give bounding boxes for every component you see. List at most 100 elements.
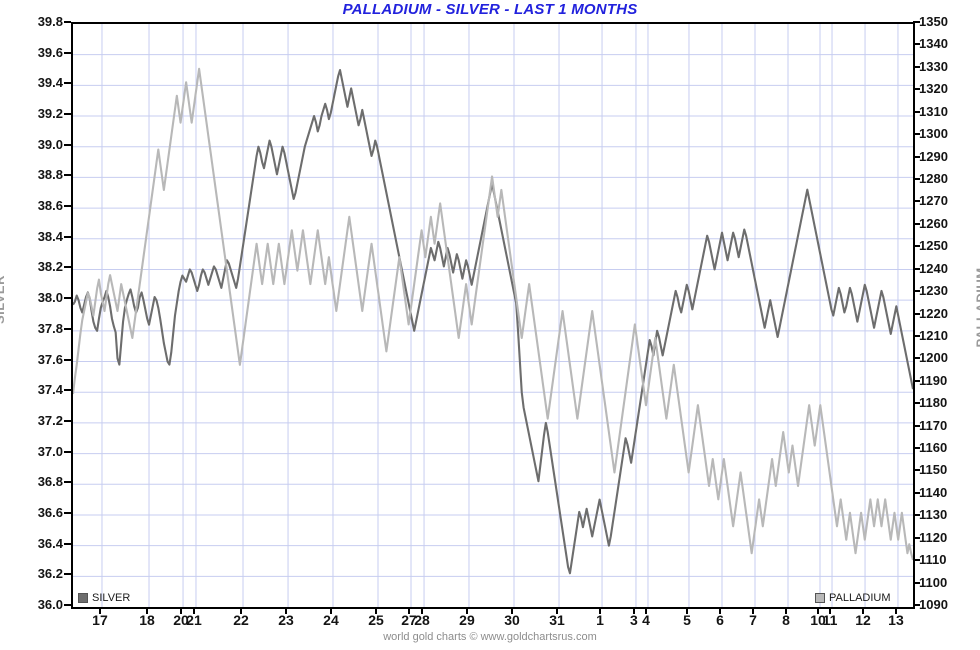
tick-mark [64, 450, 71, 453]
x-tick-mark [375, 607, 377, 614]
right-tick-1160: 1160 [919, 440, 948, 456]
right-tick-1350: 1350 [919, 14, 948, 29]
tick-mark [64, 235, 71, 238]
left-tick-36-8: 36.8 [37, 474, 63, 490]
left-tick-38-2: 38.2 [37, 259, 63, 275]
tick-mark [64, 542, 71, 545]
tick-mark [64, 389, 71, 392]
left-tick-37-0: 37.0 [37, 443, 63, 459]
x-tick-5: 5 [683, 612, 691, 628]
x-tick-1: 1 [596, 612, 604, 628]
legend-item-silver[interactable]: SILVER [78, 592, 130, 604]
tick-mark [913, 267, 920, 270]
right-tick-1090: 1090 [919, 597, 948, 612]
x-tick-mark [894, 607, 897, 614]
price-series-plot [73, 24, 913, 607]
right-tick-1220: 1220 [919, 305, 948, 321]
tick-mark [64, 511, 71, 514]
tick-mark [913, 245, 920, 248]
left-tick-39-0: 39.0 [37, 136, 63, 152]
left-axis-title: SILVER [0, 275, 7, 324]
x-tick-3: 3 [630, 612, 638, 628]
tick-mark [913, 536, 920, 539]
left-tick-38-8: 38.8 [37, 167, 63, 183]
tick-mark [913, 559, 920, 562]
tick-mark [913, 133, 920, 136]
right-tick-1150: 1150 [919, 462, 948, 478]
x-tick-mark [180, 607, 183, 614]
left-tick-36-6: 36.6 [37, 504, 63, 520]
x-tick-mark [146, 607, 149, 614]
legend-label-palladium: PALLADIUM [829, 592, 891, 604]
x-tick-mark [718, 607, 721, 614]
left-tick-37-2: 37.2 [37, 412, 63, 428]
silver-color-swatch-icon [78, 593, 88, 603]
left-tick-36-0: 36.0 [37, 597, 63, 612]
right-tick-1140: 1140 [919, 484, 948, 500]
left-tick-37-8: 37.8 [37, 320, 63, 336]
tick-mark [913, 402, 920, 405]
x-tick-28: 28 [414, 612, 430, 628]
footer-credit: world gold charts © www.goldchartsrus.co… [383, 631, 597, 643]
left-tick-39-2: 39.2 [37, 106, 63, 122]
right-tick-1250: 1250 [919, 238, 948, 254]
tick-mark [64, 51, 71, 54]
tick-mark [913, 514, 920, 517]
x-tick-31: 31 [549, 612, 565, 628]
x-tick-mark [685, 607, 688, 614]
left-tick-39-6: 39.6 [37, 44, 63, 60]
tick-mark [64, 113, 71, 116]
x-tick-25: 25 [368, 612, 384, 628]
x-tick-mark [751, 607, 754, 614]
right-tick-1340: 1340 [919, 36, 948, 52]
gridlines [73, 24, 913, 607]
x-tick-12: 12 [855, 612, 871, 628]
series-line-silver [73, 68, 913, 575]
x-tick-24: 24 [323, 612, 339, 628]
x-tick-mark [285, 607, 288, 614]
x-tick-mark [556, 607, 559, 614]
right-tick-1200: 1200 [919, 350, 948, 366]
x-tick-11: 11 [822, 612, 838, 628]
right-axis-title: PALLADIUM [973, 267, 980, 348]
x-tick-23: 23 [278, 612, 294, 628]
x-tick-29: 29 [459, 612, 475, 628]
tick-mark [64, 481, 71, 484]
x-tick-mark [192, 607, 195, 614]
x-tick-4: 4 [642, 612, 650, 628]
x-tick-mark [511, 607, 513, 614]
right-tick-1210: 1210 [919, 327, 948, 343]
x-tick-mark [408, 607, 411, 614]
legend-label-silver: SILVER [92, 592, 131, 604]
tick-mark [913, 491, 920, 494]
x-tick-mark [785, 607, 787, 614]
tick-mark [913, 290, 920, 293]
tick-mark [913, 469, 920, 472]
legend-item-palladium[interactable]: PALLADIUM [815, 592, 891, 604]
left-tick-38-6: 38.6 [37, 198, 63, 214]
right-tick-1130: 1130 [919, 507, 948, 523]
x-tick-21: 21 [186, 612, 202, 628]
x-tick-mark [829, 607, 832, 614]
left-tick-36-2: 36.2 [37, 566, 63, 582]
right-tick-1230: 1230 [919, 283, 948, 299]
x-tick-6: 6 [716, 612, 724, 628]
tick-mark [913, 200, 920, 203]
tick-mark [64, 82, 71, 85]
left-tick-37-4: 37.4 [37, 382, 63, 398]
tick-mark [913, 155, 920, 158]
left-tick-37-6: 37.6 [37, 351, 63, 367]
x-tick-20: 20 [173, 612, 189, 628]
x-tick-mark [240, 607, 243, 614]
right-tick-1270: 1270 [919, 193, 948, 209]
x-tick-mark [599, 607, 602, 614]
tick-mark [64, 205, 71, 208]
right-tick-1330: 1330 [919, 58, 948, 74]
series-line-palladium [73, 67, 913, 561]
tick-mark [64, 174, 71, 177]
x-tick-8: 8 [782, 612, 790, 628]
right-tick-1280: 1280 [919, 170, 948, 186]
tick-mark [64, 297, 71, 300]
right-tick-1190: 1190 [919, 372, 948, 388]
